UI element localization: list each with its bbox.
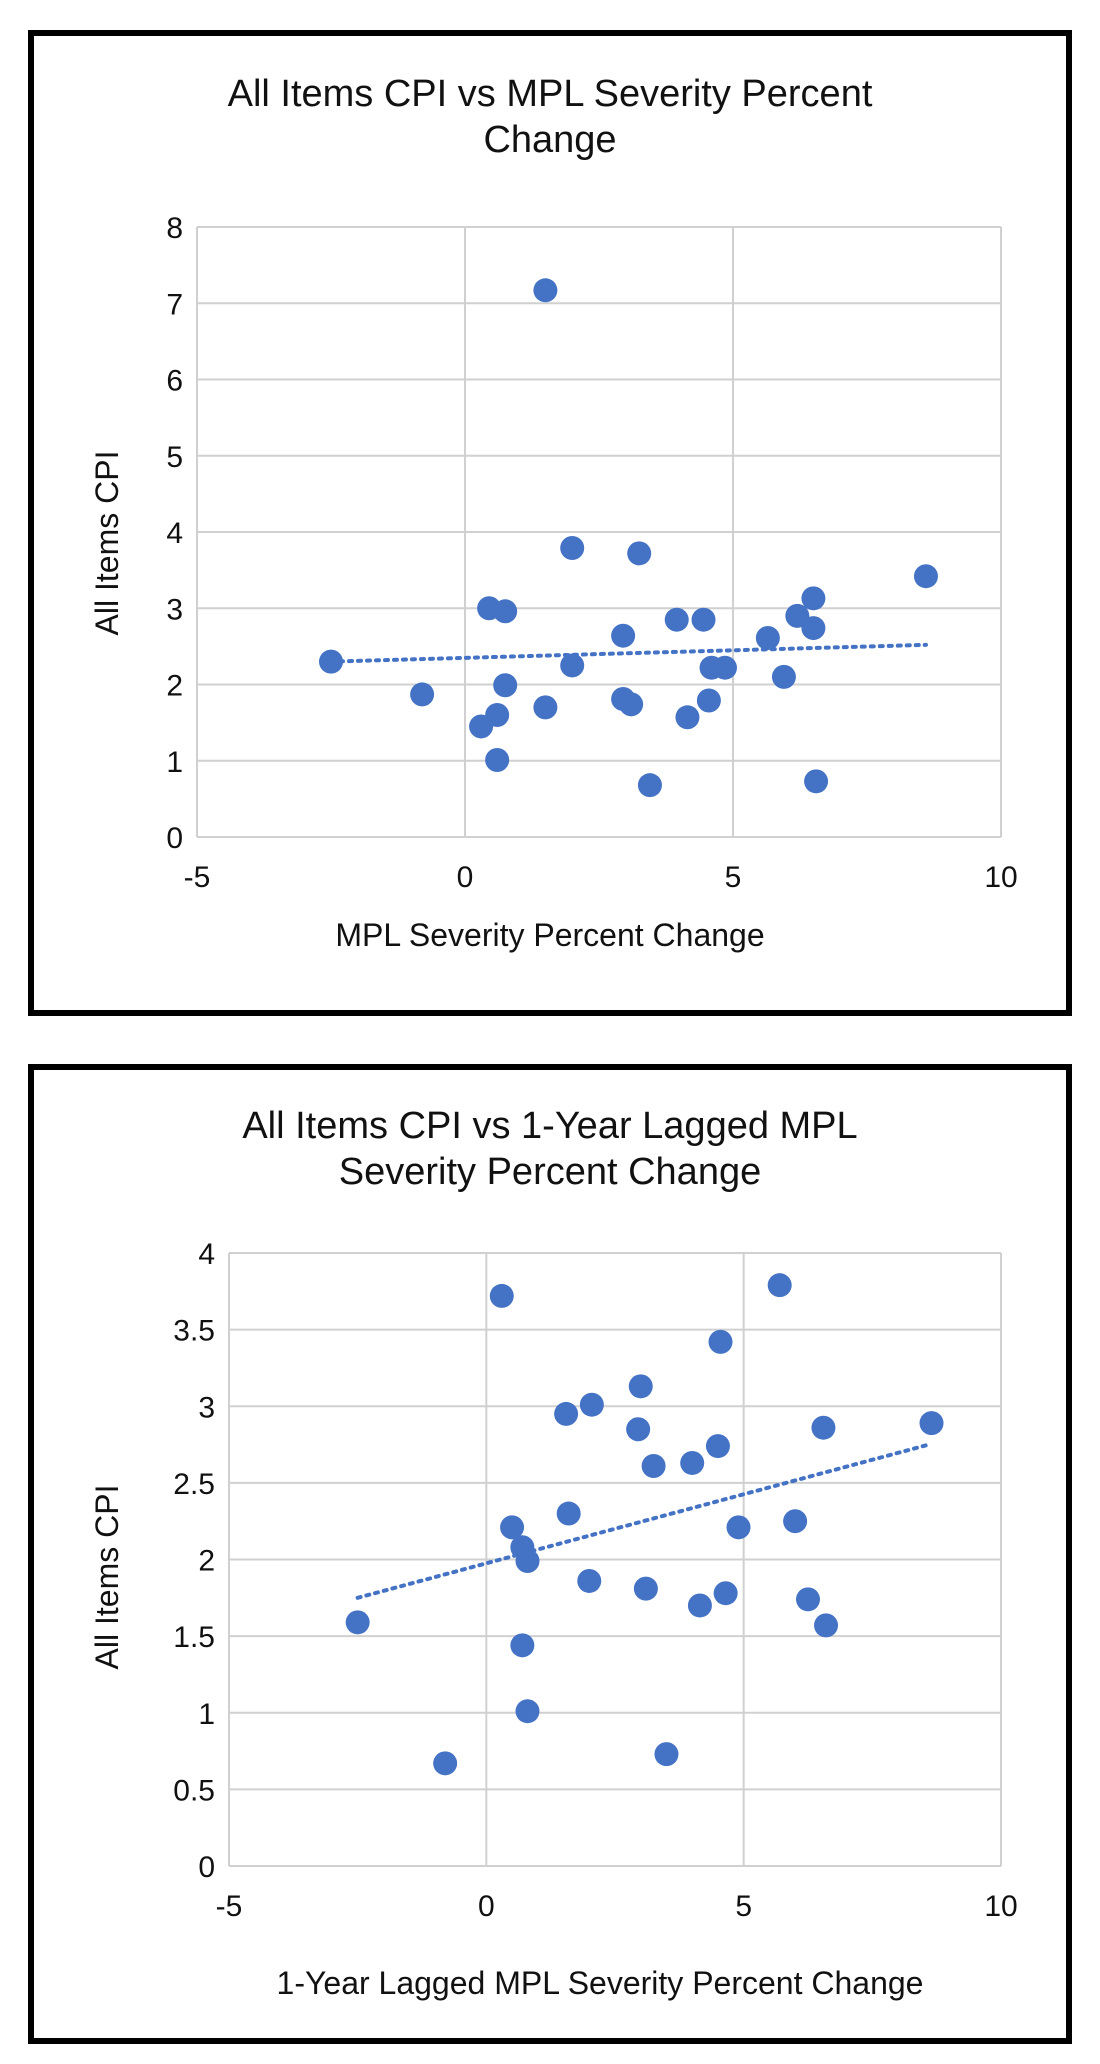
plot-area: 00.511.522.533.54-5 0 5 10 [173, 1238, 1017, 1923]
data-point [319, 649, 343, 674]
data-point [533, 278, 558, 303]
x-tick-label: 10 [984, 861, 1017, 894]
data-point [712, 655, 737, 680]
data-point [713, 1581, 738, 1606]
x-tick-label: 5 [735, 1890, 752, 1923]
x-axis-label: MPL Severity Percent Change [335, 917, 764, 953]
x-tick-label: 0 [457, 861, 474, 894]
y-tick-label: 1 [198, 1698, 215, 1731]
data-point [611, 623, 636, 648]
data-point [705, 1434, 730, 1459]
data-point [493, 673, 518, 698]
data-point [560, 653, 585, 678]
y-tick-label: 2 [166, 670, 183, 703]
data-point [619, 692, 644, 717]
chart-title-line-1: All Items CPI vs 1-Year Lagged MPL [242, 1105, 857, 1147]
y-tick-label: 6 [166, 365, 183, 398]
x-axis-label: 1-Year Lagged MPL Severity Percent Chang… [277, 1965, 924, 2001]
y-tick-label: 3.5 [173, 1315, 215, 1348]
data-point [633, 1576, 658, 1601]
data-point [664, 607, 689, 632]
data-point [767, 1273, 792, 1298]
data-point [783, 1509, 808, 1534]
data-point [691, 607, 716, 632]
data-point [708, 1329, 733, 1354]
data-point [919, 1411, 944, 1436]
chart-panel-1: All Items CPI vs MPL Severity Percent Ch… [28, 30, 1072, 1016]
data-point [579, 1392, 604, 1417]
data-point [626, 1417, 651, 1442]
data-point [577, 1568, 602, 1593]
y-tick-label: 3 [198, 1391, 215, 1424]
x-tick-label: -5 [184, 861, 211, 894]
data-point [811, 1415, 836, 1440]
x-tick-label: 10 [984, 1890, 1017, 1923]
data-point [796, 1587, 820, 1612]
data-point [804, 769, 829, 794]
data-point [515, 1699, 540, 1724]
trendline [329, 642, 928, 664]
y-tick-label: 2.5 [173, 1468, 215, 1501]
data-point [641, 1454, 666, 1479]
data-point [801, 616, 826, 641]
data-point [345, 1610, 370, 1635]
scatter-chart-1: All Items CPI vs MPL Severity Percent Ch… [89, 73, 1018, 953]
y-tick-label: 1 [166, 746, 183, 779]
y-tick-label: 2 [198, 1545, 215, 1578]
data-point [675, 705, 700, 730]
data-point [913, 564, 938, 589]
data-point [771, 664, 796, 689]
y-tick-label: 0 [166, 822, 183, 855]
x-tick-label: 5 [725, 861, 742, 894]
data-point [554, 1401, 579, 1426]
data-point [755, 625, 780, 650]
data-point [801, 586, 826, 611]
data-point [433, 1751, 458, 1776]
y-tick-label: 0.5 [173, 1774, 215, 1807]
data-point [654, 1742, 679, 1767]
y-tick-label: 7 [166, 288, 183, 321]
data-point [485, 747, 510, 772]
data-point [485, 703, 510, 727]
data-point [726, 1515, 751, 1540]
chart-title-line-1: All Items CPI vs MPL Severity Percent [228, 73, 873, 115]
x-tick-label: 0 [478, 1890, 495, 1923]
y-tick-label: 1.5 [173, 1621, 215, 1654]
data-point [687, 1593, 712, 1618]
scatter-chart-2: All Items CPI vs 1-Year Lagged MPL Sever… [89, 1105, 1018, 2001]
y-tick-label: 4 [166, 517, 183, 550]
data-point [510, 1633, 535, 1658]
y-tick-label: 0 [198, 1851, 215, 1884]
data-point [493, 599, 518, 624]
data-point [628, 1374, 653, 1399]
x-tick-label: -5 [216, 1890, 243, 1923]
data-point [500, 1515, 525, 1540]
y-tick-label: 8 [166, 212, 183, 245]
trendline [355, 1442, 931, 1600]
y-axis-label: All Items CPI [89, 451, 125, 636]
data-point [814, 1613, 839, 1638]
y-tick-label: 5 [166, 441, 183, 474]
data-point [637, 773, 662, 798]
chart-title-line-2: Change [483, 119, 616, 161]
data-point [556, 1501, 581, 1526]
y-axis-label: All Items CPI [89, 1485, 125, 1670]
data-point [533, 695, 558, 720]
data-point [515, 1549, 540, 1574]
data-point [627, 541, 652, 566]
data-point [560, 536, 585, 561]
y-tick-label: 4 [198, 1238, 215, 1271]
chart-title-line-2: Severity Percent Change [339, 1151, 761, 1193]
data-point [489, 1283, 514, 1308]
data-point [696, 688, 721, 713]
data-point [680, 1450, 705, 1475]
y-tick-label: 3 [166, 593, 183, 626]
data-point [410, 682, 435, 707]
chart-panel-2: All Items CPI vs 1-Year Lagged MPL Sever… [28, 1064, 1072, 2044]
